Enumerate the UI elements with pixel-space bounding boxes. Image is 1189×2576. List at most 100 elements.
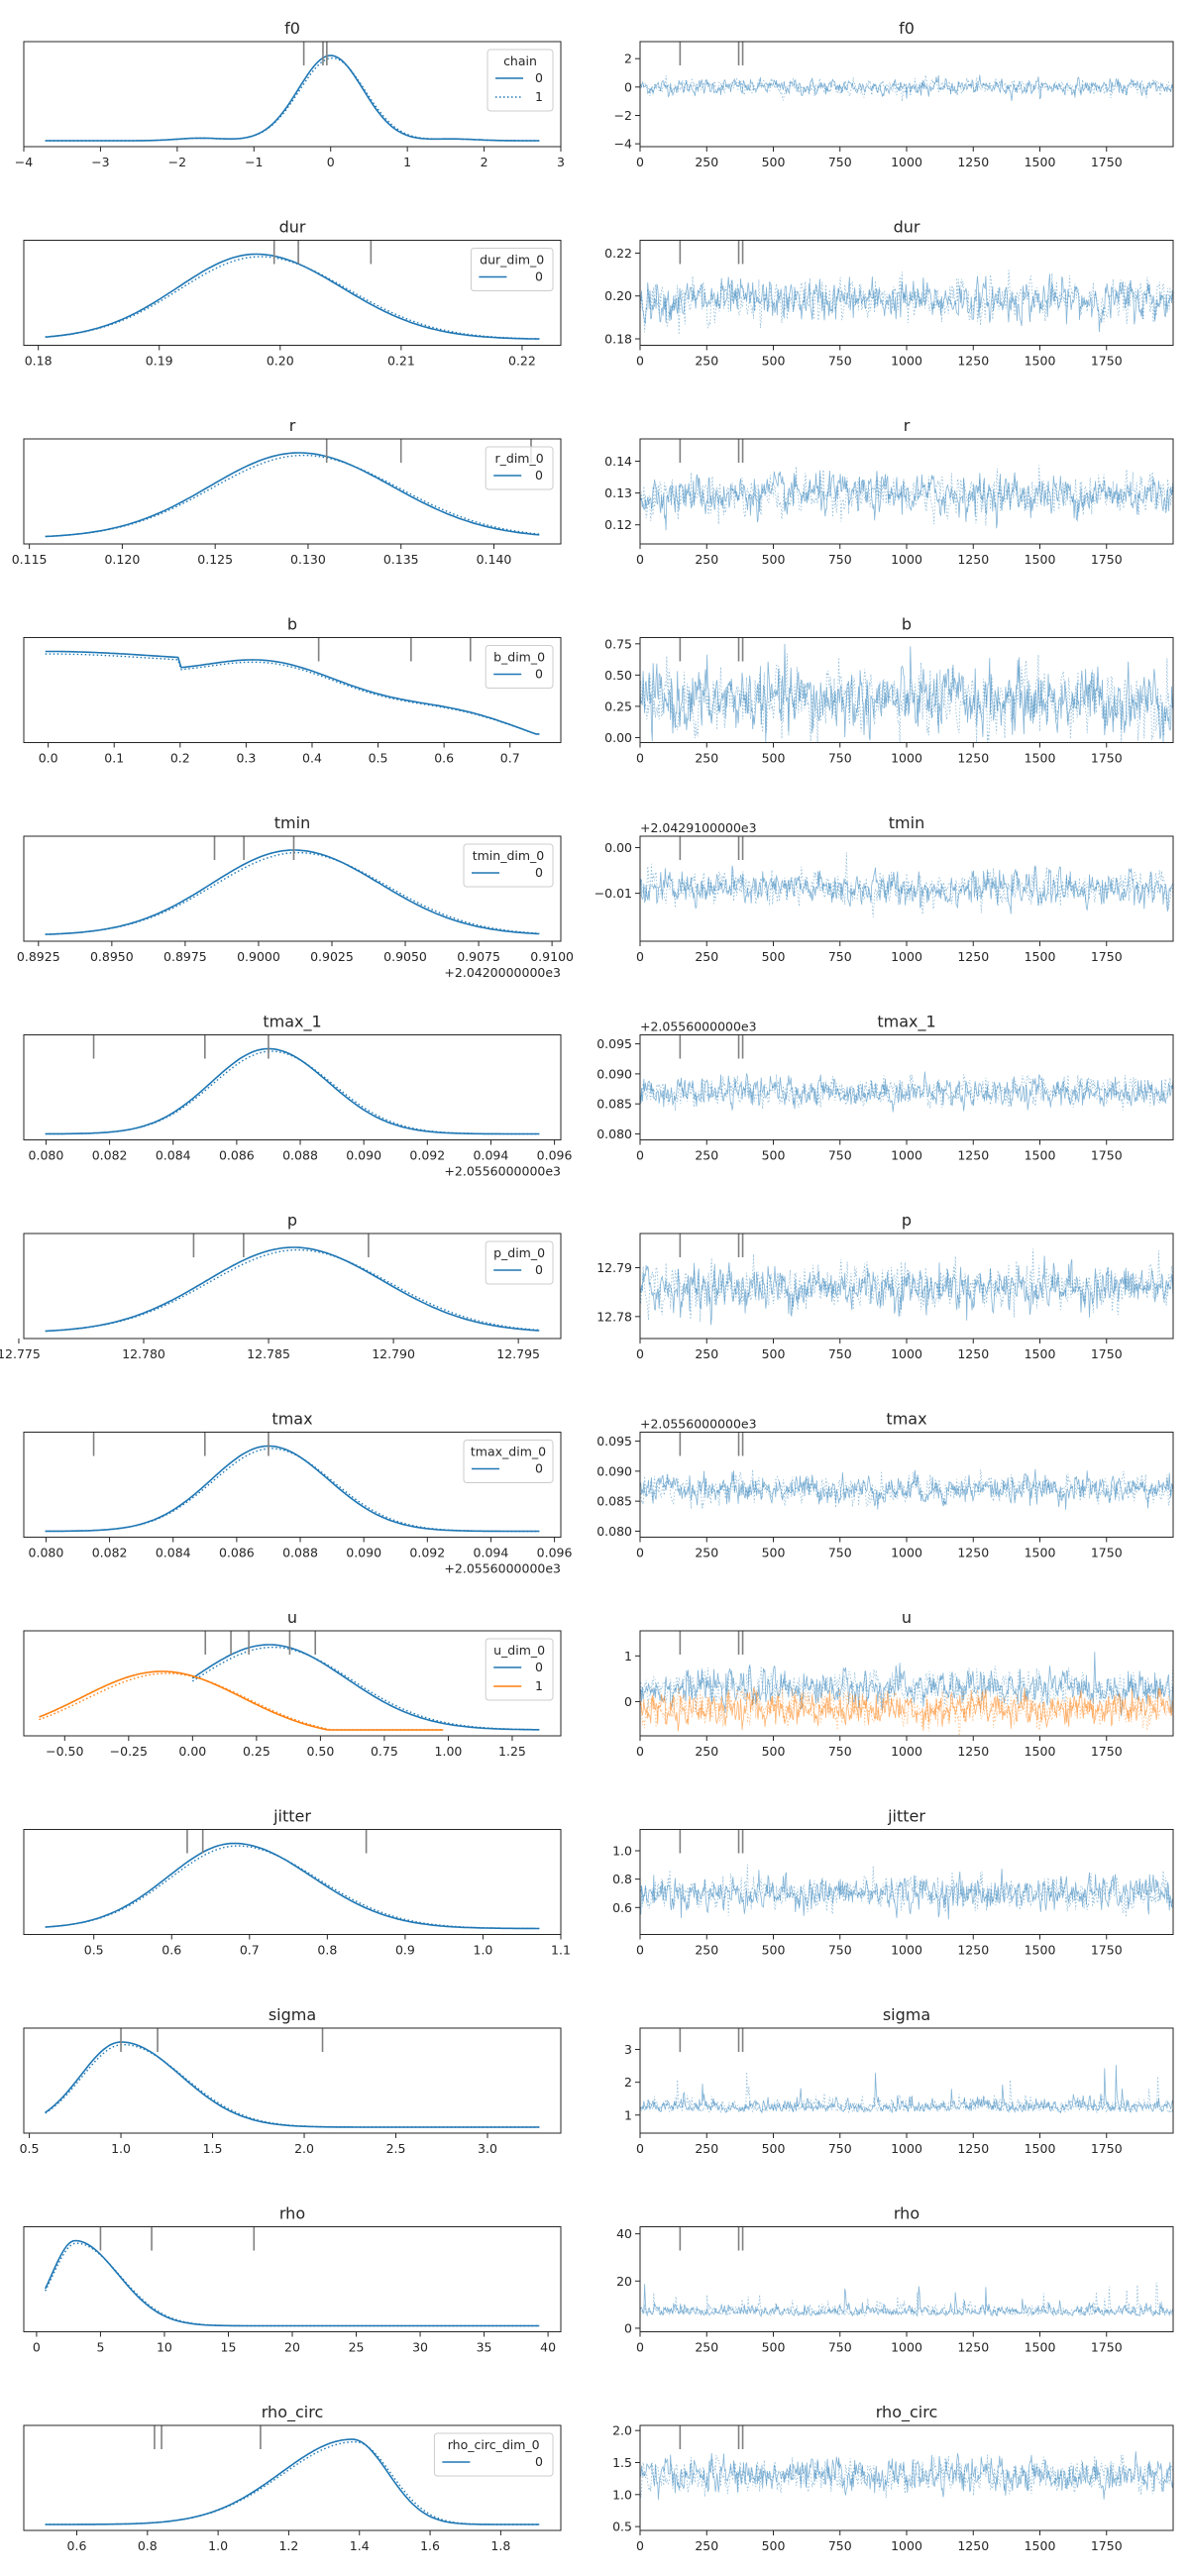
y-tick-label: 0.6	[612, 1900, 632, 1915]
density-title: rho_circ	[262, 2403, 324, 2422]
density-line-1-dotted	[39, 1672, 444, 1731]
x-tick-label: 0.19	[146, 354, 173, 369]
x-tick-label: 0.120	[104, 552, 140, 567]
x-tick-label: 0.7	[240, 1943, 260, 1958]
x-tick-label: 500	[762, 1148, 786, 1163]
density-line-1-dotted	[45, 56, 540, 142]
density-axes-frame	[23, 41, 562, 148]
x-tick-label: 0.50	[306, 1744, 334, 1759]
x-tick-label: 750	[828, 949, 852, 964]
x-tick-label: 750	[828, 1744, 852, 1759]
x-tick-label: 0.088	[282, 1148, 318, 1163]
density-line-0-solid	[45, 452, 540, 538]
x-tick-label: 1000	[891, 552, 922, 567]
x-tick-label: 0.2	[170, 751, 190, 766]
x-tick-label: 0.18	[25, 354, 53, 369]
legend-box	[463, 1440, 554, 1483]
x-tick-label: 1250	[957, 1148, 989, 1163]
x-tick-label: −2	[168, 155, 186, 169]
x-tick-label: 1500	[1025, 354, 1056, 369]
density-line-0-solid	[45, 253, 540, 340]
x-tick-label: 0.3	[236, 751, 256, 766]
y-tick-label: 0.080	[596, 1127, 632, 1141]
x-tick-label: 1250	[957, 2340, 989, 2355]
x-tick-label: 0	[33, 2340, 41, 2355]
density-axes-frame	[23, 1034, 562, 1140]
legend-title: tmin_dim_0	[473, 848, 545, 863]
x-tick-label: 750	[828, 2141, 852, 2156]
x-tick-label: 1750	[1091, 1744, 1123, 1759]
row-sigma: sigma 0.5 1.0 1.5 2.0 2.5 3.0 sigma 0 250 500 750 10…	[20, 2005, 1174, 2156]
x-tick-label: 500	[762, 1546, 786, 1560]
trace-line-chain-0	[639, 1255, 1174, 1326]
trace-line-chain-1	[639, 852, 1174, 917]
trace-title: p	[902, 1211, 912, 1230]
x-tick-label: 3	[557, 155, 565, 169]
x-tick-label: 500	[762, 949, 786, 964]
x-tick-label: 12.775	[0, 1346, 41, 1361]
x-tick-label: 1.25	[498, 1744, 526, 1759]
trace-line-chain-1	[639, 653, 1174, 743]
y-tick-label: 1	[624, 1649, 632, 1664]
trace-line-chain-1	[639, 2072, 1174, 2114]
y-offset-label: +2.0556000000e3	[640, 1020, 757, 1034]
y-tick-label: −4	[614, 137, 632, 152]
x-tick-label: 1000	[891, 949, 922, 964]
legend-label: 0	[535, 1660, 543, 1674]
x-tick-label: 1500	[1025, 1546, 1056, 1560]
density-line-0-dotted	[45, 1845, 540, 1930]
x-tick-label: 1750	[1091, 1943, 1123, 1958]
trace-title: sigma	[883, 2005, 930, 2024]
x-tick-label: 1250	[957, 949, 989, 964]
x-tick-label: 0	[636, 2141, 644, 2156]
density-line-0-dotted	[45, 256, 540, 340]
x-tick-label: 0	[636, 1744, 644, 1759]
y-tick-label: −0.01	[594, 886, 632, 901]
y-tick-label: 0.090	[596, 1066, 632, 1081]
x-tick-label: 1750	[1091, 155, 1123, 169]
x-tick-label: 0.6	[67, 2538, 87, 2553]
y-tick-label: 0.50	[604, 668, 632, 683]
density-line-0-dotted	[45, 1050, 540, 1135]
x-tick-label: 0.9100	[530, 949, 574, 964]
x-tick-label: 1000	[891, 2538, 922, 2553]
x-tick-label: 0.00	[178, 1744, 206, 1759]
trace-line-chain-0	[639, 1869, 1174, 1920]
x-tick-label: 1500	[1025, 552, 1056, 567]
density-line-0-dotted	[45, 2043, 540, 2128]
x-tick-label: 1500	[1025, 2141, 1056, 2156]
x-tick-label: 0.092	[409, 1148, 445, 1163]
legend-label: 0	[535, 468, 543, 483]
x-tick-label: 500	[762, 354, 786, 369]
density-line-0-dotted	[45, 653, 540, 735]
row-jitter: jitter 0.5 0.6 0.7 0.8 0.9 1.0 1.1 jitter 0 250 500…	[23, 1807, 1174, 1958]
x-tick-label: 1750	[1091, 552, 1123, 567]
legend-box	[485, 645, 554, 689]
trace-line-chain-1	[639, 1469, 1174, 1509]
x-tick-label: 1500	[1025, 1744, 1056, 1759]
x-tick-label: 0.086	[219, 1148, 255, 1163]
x-tick-label: 1.4	[350, 2538, 370, 2553]
y-offset-label: +2.0429100000e3	[640, 820, 757, 835]
trace-title: rho_circ	[876, 2403, 938, 2422]
trace-line-chain-0	[639, 2284, 1174, 2317]
row-rho_circ: rho_circ 0.6 0.8 1.0 1.2 1.4 1.6 1.8 rho_circ_di…	[23, 2403, 1174, 2553]
trace-line-chain-1	[639, 1248, 1174, 1323]
y-tick-label: 1.0	[612, 2487, 632, 2502]
row-tmax_1: tmax_1 0.080 0.082 0.084 0.086 0.088 0.090 0.09…	[23, 1013, 1174, 1179]
density-title: b	[287, 615, 297, 634]
y-tick-label: 1	[624, 2107, 632, 2122]
density-axes-frame	[23, 1233, 562, 1340]
x-tick-label: 250	[695, 2538, 718, 2553]
density-axes-frame	[23, 835, 562, 942]
x-tick-label: 0.6	[434, 751, 454, 766]
x-tick-label: 0.5	[20, 2141, 40, 2156]
trace-line-chain-2	[639, 1686, 1174, 1732]
x-tick-label: 1.0	[208, 2538, 228, 2553]
x-tick-label: 1.5	[203, 2141, 223, 2156]
x-tick-label: 1000	[891, 751, 922, 766]
row-u: u −0.50 −0.25 0.00 0.25 0.50 0.75 1.00 1.25 u_dim…	[23, 1608, 1174, 1759]
x-tick-label: 12.785	[247, 1346, 290, 1361]
x-tick-label: 0.140	[477, 552, 512, 567]
legend-title: p_dim_0	[493, 1245, 545, 1260]
